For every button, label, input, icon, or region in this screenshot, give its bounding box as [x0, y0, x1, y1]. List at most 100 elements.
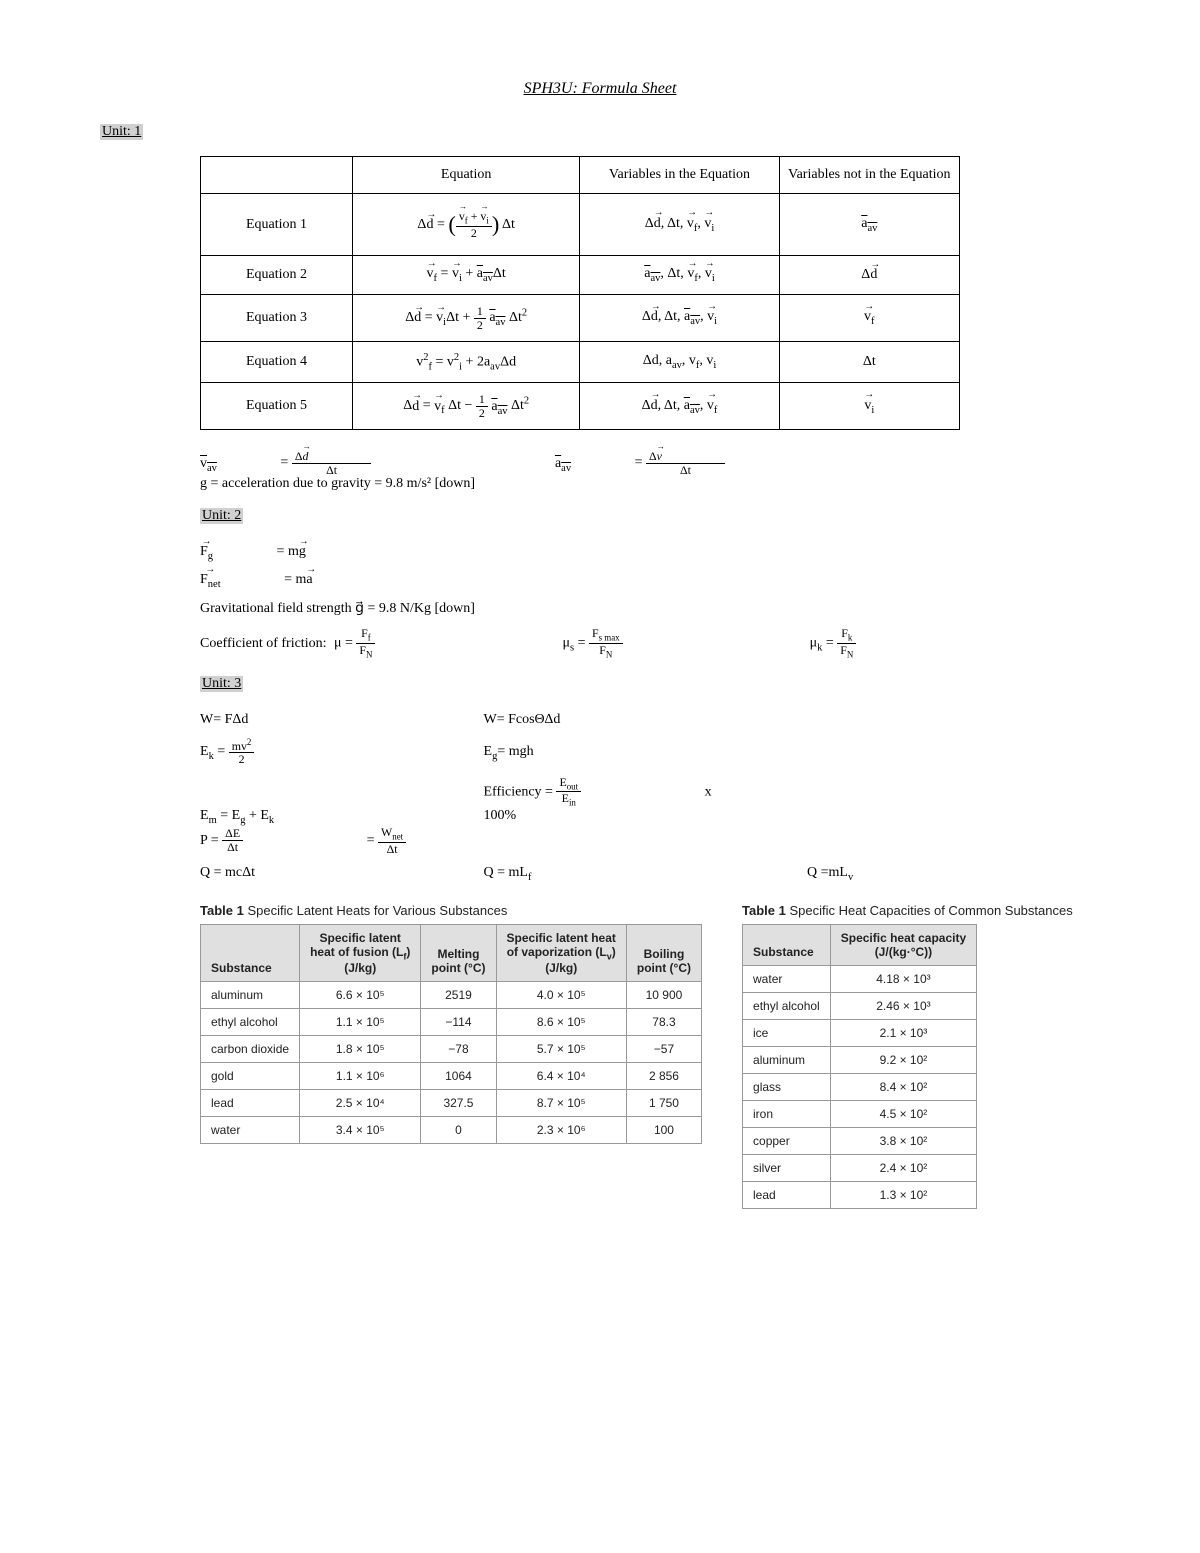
table-row: carbon dioxide1.8 × 10⁵−785.7 × 10⁵−57 — [201, 1036, 702, 1063]
table-cell: 1 750 — [626, 1090, 701, 1117]
heat-capacity-block: Table 1 Specific Heat Capacities of Comm… — [742, 903, 1073, 1209]
table-cell: 2.4 × 10² — [830, 1154, 976, 1181]
table-cell: 100 — [626, 1117, 701, 1144]
eq-formula: Δd = viΔt + 12 aav Δt2 — [352, 295, 579, 342]
t1-h0: Substance — [201, 924, 300, 981]
col-vars-in: Variables in the Equation — [580, 157, 779, 194]
eq-name: Equation 2 — [201, 256, 353, 295]
table-cell: water — [743, 965, 831, 992]
table-cell: 1.1 × 10⁶ — [300, 1063, 421, 1090]
gfield-text: Gravitational field strength g⃗ = 9.8 N/… — [200, 600, 1100, 617]
eq-vars-out: Δt — [779, 342, 959, 383]
mu-label: Coefficient of friction: — [200, 636, 326, 652]
eq-vars-in: Δd, Δt, aav, vf — [580, 383, 779, 430]
table-row: silver2.4 × 10² — [743, 1154, 977, 1181]
table-cell: lead — [201, 1090, 300, 1117]
table-row: Equation 1 Δd = (vf + vi2) Δt Δd, Δt, vf… — [201, 194, 960, 256]
unit3-row4: Q = mcΔt Q = mLf Q =mLv — [200, 865, 1100, 883]
eq-name: Equation 3 — [201, 295, 353, 342]
table-cell: water — [201, 1117, 300, 1144]
table-row: water4.18 × 10³ — [743, 965, 977, 992]
table-row: gold1.1 × 10⁶10646.4 × 10⁴2 856 — [201, 1063, 702, 1090]
table-cell: 1.3 × 10² — [830, 1181, 976, 1208]
table-header-row: Equation Variables in the Equation Varia… — [201, 157, 960, 194]
eq-vars-out: Δd — [779, 256, 959, 295]
table-row: aluminum6.6 × 10⁵25194.0 × 10⁵10 900 — [201, 982, 702, 1009]
table-cell: 2 856 — [626, 1063, 701, 1090]
col-equation: Equation — [352, 157, 579, 194]
latent-heat-block: Table 1 Specific Latent Heats for Variou… — [200, 903, 702, 1144]
eg-formula: Eg= mgh — [484, 744, 534, 762]
fg-formula: Fg = mg — [200, 544, 1100, 562]
table-cell: ice — [743, 1019, 831, 1046]
table-cell: 3.8 × 10² — [830, 1127, 976, 1154]
table-cell: silver — [743, 1154, 831, 1181]
table-cell: 2.1 × 10³ — [830, 1019, 976, 1046]
table-cell: copper — [743, 1127, 831, 1154]
unit1-extra: vav = ΔdΔt aav = ΔvΔt g = acceleration d… — [200, 450, 1100, 492]
table-row: aluminum9.2 × 10² — [743, 1046, 977, 1073]
eq-name: Equation 4 — [201, 342, 353, 383]
table2-caption: Table 1 Specific Heat Capacities of Comm… — [742, 903, 1073, 918]
table-cell: 2.46 × 10³ — [830, 992, 976, 1019]
eq-vars-out: vi — [779, 383, 959, 430]
table-cell: 1.8 × 10⁵ — [300, 1036, 421, 1063]
eff-formula: Efficiency = EoutEin x 100% — [484, 776, 744, 824]
table-row: Equation 3 Δd = viΔt + 12 aav Δt2 Δd, Δt… — [201, 295, 960, 342]
table-cell: iron — [743, 1100, 831, 1127]
table-cell: carbon dioxide — [201, 1036, 300, 1063]
t1-h4: Boilingpoint (°C) — [626, 924, 701, 981]
aav-def: aav = ΔvΔt — [555, 450, 845, 476]
page-title: SPH3U: Formula Sheet — [100, 80, 1100, 98]
power-formula: P = ΔEΔt = WnetΔt — [200, 826, 526, 855]
eq-name: Equation 5 — [201, 383, 353, 430]
table-cell: 327.5 — [421, 1090, 496, 1117]
table1-caption: Table 1 Specific Latent Heats for Variou… — [200, 903, 702, 918]
eq-vars-in: Δd, Δt, aav, vi — [580, 295, 779, 342]
latent-heat-table: Substance Specific latentheat of fusion … — [200, 924, 702, 1144]
table-cell: aluminum — [201, 982, 300, 1009]
table-cell: −78 — [421, 1036, 496, 1063]
table-row: copper3.8 × 10² — [743, 1127, 977, 1154]
table-cell: 1064 — [421, 1063, 496, 1090]
table-cell: 8.6 × 10⁵ — [496, 1009, 626, 1036]
table-cell: glass — [743, 1073, 831, 1100]
table-row: Equation 4 v2f = v2i + 2aavΔd Δd, aav, v… — [201, 342, 960, 383]
t1-h2: Meltingpoint (°C) — [421, 924, 496, 981]
table-cell: 0 — [421, 1117, 496, 1144]
table-cell: 4.0 × 10⁵ — [496, 982, 626, 1009]
unit2-label: Unit: 2 — [200, 508, 243, 524]
heat-capacity-table: Substance Specific heat capacity(J/(kg·°… — [742, 924, 977, 1209]
eq-vars-in: aav, Δt, vf, vi — [580, 256, 779, 295]
work-fcos: W= FcosΘΔd — [484, 712, 561, 728]
table-cell: gold — [201, 1063, 300, 1090]
q-mct: Q = mcΔt — [200, 865, 420, 881]
t2-h1: Specific heat capacity(J/(kg·°C)) — [830, 924, 976, 965]
table-cell: 10 900 — [626, 982, 701, 1009]
unit1-label: Unit: 1 — [100, 124, 143, 140]
table-cell: 1.1 × 10⁵ — [300, 1009, 421, 1036]
unit3-row2: Ek = mv22 Eg= mgh — [200, 738, 1100, 766]
table-row: Equation 5 Δd = vf Δt − 12 aav Δt2 Δd, Δ… — [201, 383, 960, 430]
work-fd: W= FΔd — [200, 712, 420, 728]
table-row: lead2.5 × 10⁴327.58.7 × 10⁵1 750 — [201, 1090, 702, 1117]
table-cell: 6.4 × 10⁴ — [496, 1063, 626, 1090]
table-cell: 4.18 × 10³ — [830, 965, 976, 992]
eq-vars-in: Δd, Δt, vf, vi — [580, 194, 779, 256]
unit3-label: Unit: 3 — [200, 676, 243, 692]
table-cell: lead — [743, 1181, 831, 1208]
table-cell: 5.7 × 10⁵ — [496, 1036, 626, 1063]
table-row: ethyl alcohol2.46 × 10³ — [743, 992, 977, 1019]
eq-formula: Δd = (vf + vi2) Δt — [352, 194, 579, 256]
t2-h0: Substance — [743, 924, 831, 965]
eq-vars-out: aav — [779, 194, 959, 256]
unit3-row3: Em = Eg + Ek Efficiency = EoutEin x 100%… — [200, 776, 1100, 856]
table-cell: ethyl alcohol — [201, 1009, 300, 1036]
col-blank — [201, 157, 353, 194]
col-vars-out: Variables not in the Equation — [779, 157, 959, 194]
t1-h3: Specific latent heatof vaporization (Lv)… — [496, 924, 626, 981]
eq-vars-in: Δd, aav, vf, vi — [580, 342, 779, 383]
kinematics-table: Equation Variables in the Equation Varia… — [200, 156, 960, 430]
table-cell: 9.2 × 10² — [830, 1046, 976, 1073]
table-row: glass8.4 × 10² — [743, 1073, 977, 1100]
